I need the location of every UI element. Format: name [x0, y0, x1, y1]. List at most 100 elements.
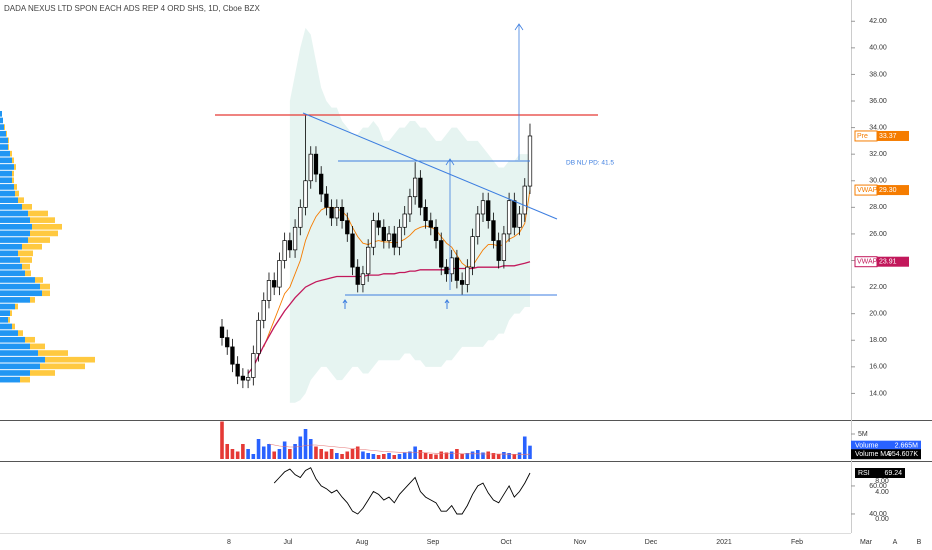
label-name: VWAP	[857, 259, 878, 266]
y-tick-label: 8.00	[875, 478, 889, 485]
profile-down	[45, 356, 95, 363]
candle-body	[334, 206, 339, 219]
volume-bar	[528, 445, 532, 459]
profile-up	[0, 204, 22, 210]
profile-up	[0, 170, 12, 177]
profile-down	[32, 223, 62, 230]
profile-down	[12, 157, 14, 164]
profile-down	[12, 323, 15, 330]
profile-up	[0, 336, 25, 343]
x-tick-label: Mar	[860, 539, 873, 546]
candle-body	[324, 193, 329, 208]
candle-body	[251, 353, 256, 378]
profile-down	[28, 210, 48, 217]
candle-body	[496, 240, 501, 261]
volume-bar	[251, 454, 256, 459]
volume-bar	[288, 449, 292, 459]
volume-bar	[465, 453, 470, 459]
corner-label: A	[893, 539, 898, 546]
volume-bar	[475, 450, 480, 459]
profile-up	[0, 283, 40, 290]
profile-down	[18, 250, 33, 257]
profile-down	[12, 177, 14, 184]
profile-down	[18, 197, 24, 204]
volume-bar	[496, 454, 501, 459]
profile-up	[0, 184, 14, 190]
profile-down	[18, 330, 23, 336]
candle-body	[444, 266, 449, 275]
candle-body	[501, 233, 507, 261]
volume-bar	[308, 439, 313, 459]
candle-body	[376, 220, 381, 228]
volume-bar	[392, 455, 397, 459]
profile-down	[42, 290, 50, 297]
profile-down	[22, 204, 32, 210]
label-value: 69.24	[884, 470, 902, 477]
label-value-box	[877, 185, 909, 196]
volume-bar	[246, 449, 250, 459]
candle-body	[230, 346, 235, 365]
profile-down	[15, 190, 19, 197]
volume-bar	[402, 452, 407, 459]
candle-body	[381, 226, 386, 241]
profile-up	[0, 350, 38, 356]
profile-up	[0, 217, 30, 223]
candle-body	[313, 153, 319, 175]
y-tick-label: 34.00	[869, 124, 887, 131]
profile-up	[0, 197, 18, 204]
volume-bar	[382, 454, 386, 459]
volume-bar	[277, 449, 282, 459]
candle-body	[350, 233, 355, 268]
profile-down	[30, 217, 55, 223]
profile-up	[0, 237, 28, 243]
volume-bar	[460, 454, 464, 459]
plot-layer	[0, 27, 533, 515]
profile-up	[0, 144, 8, 150]
candle-body	[272, 280, 277, 288]
candle-body	[360, 273, 366, 285]
profile-down	[4, 124, 5, 130]
candle-body	[402, 213, 407, 228]
candle-body	[245, 377, 251, 381]
profile-up	[0, 263, 22, 270]
candle-body	[386, 233, 392, 241]
profile-up	[0, 376, 20, 383]
chart-title: DADA NEXUS LTD SPON EACH ADS REP 4 ORD S…	[4, 4, 260, 13]
profile-up	[0, 150, 10, 157]
volume-bar	[256, 439, 261, 459]
profile-up	[0, 157, 12, 164]
profile-down	[22, 243, 42, 250]
profile-down	[30, 230, 58, 237]
y-tick-label: 18.00	[869, 337, 887, 344]
candle-body	[355, 266, 360, 285]
profile-down	[14, 184, 17, 190]
profile-up	[0, 363, 40, 370]
candle-body	[397, 226, 402, 248]
label-box	[851, 440, 921, 451]
candle-body	[308, 153, 313, 182]
profile-up	[0, 330, 18, 336]
candle-body	[491, 220, 496, 241]
y-tick-label: 60.00	[869, 483, 887, 490]
candle-body	[465, 266, 470, 285]
profile-down	[30, 343, 45, 350]
x-tick-label: Sep	[427, 539, 440, 546]
profile-down	[14, 164, 16, 170]
vwap-line	[263, 190, 531, 348]
label-value: 33.37	[879, 133, 897, 140]
profile-down	[6, 130, 7, 137]
volume-bar	[423, 453, 428, 459]
label-name: Volume MA	[855, 451, 891, 458]
candle-body	[506, 200, 512, 235]
volume-bar	[324, 451, 329, 459]
volume-bar	[444, 452, 449, 459]
y-tick-label: 26.00	[869, 231, 887, 238]
profile-down	[20, 257, 32, 263]
profile-down	[12, 170, 14, 177]
candle-body	[256, 319, 261, 354]
candle-body	[219, 326, 225, 338]
x-tick-label: Nov	[574, 539, 587, 546]
arrow-head	[444, 299, 450, 304]
label-name: Pre	[857, 133, 868, 140]
profile-up	[0, 124, 4, 130]
